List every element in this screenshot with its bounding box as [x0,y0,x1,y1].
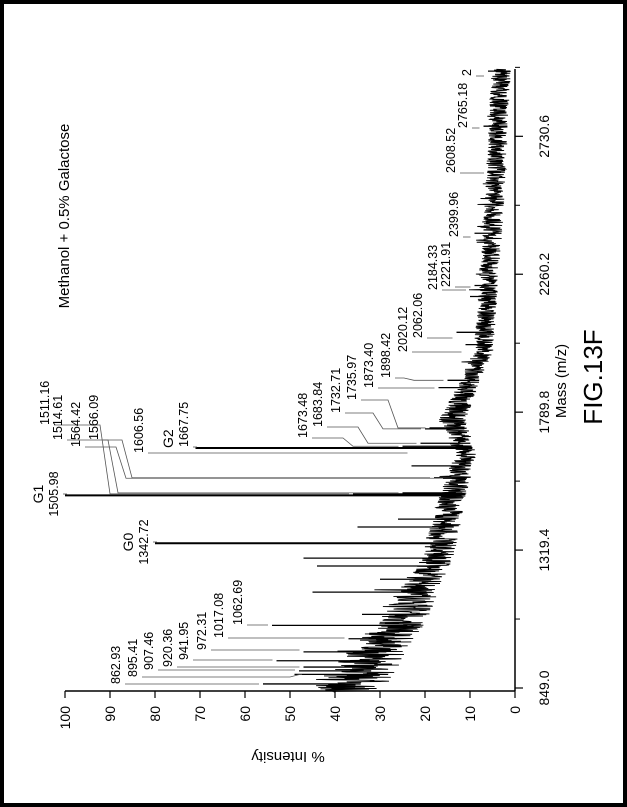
peak-label: 1062.69 [231,580,245,625]
x-tick-label: 2260.2 [536,253,552,296]
figure-label: FIG.13F [578,329,608,424]
y-tick-label: 90 [102,706,118,722]
leader-line [103,440,430,478]
peak-label: 2020.12 [396,307,410,352]
peak-label: 2399.96 [447,192,461,237]
peak-label: 920.36 [161,629,175,667]
x-tick-label: 1319.4 [536,528,552,571]
peak-label: 2765.18 [456,83,470,128]
glycan-tag-label: G1 [30,484,46,503]
x-tick-label: 849.0 [536,670,552,705]
peak-label: 1606.56 [132,408,146,453]
leader-line [312,438,399,446]
peak-label: 972.31 [195,612,209,650]
y-tick-label: 100 [57,706,73,730]
leader-line [142,674,302,677]
glycan-tag-label: G2 [160,429,176,448]
y-tick-label: 20 [417,706,433,722]
peak-label: 1683.84 [311,382,325,427]
peak-label: 1017.08 [212,593,226,638]
peak-label: 941.95 [177,622,191,660]
x-axis-label: Mass (m/z) [553,344,570,418]
peak-label: 1505.98 [47,471,61,516]
peak-label: 1735.97 [345,355,359,400]
y-tick-label: 0 [507,706,523,714]
peak-label: 1514.61 [51,395,65,440]
y-tick-label: 70 [192,706,208,722]
peak-label: 2221.91 [439,242,453,287]
y-tick-label: 60 [237,706,253,722]
peak-label: 1566.09 [87,395,101,440]
leader-line [395,378,444,380]
peak-label: 1898.42 [379,333,393,378]
y-tick-label: 40 [327,706,343,722]
peak-label: 1564.42 [69,402,83,447]
chart-title: Methanol + 0.5% Galactose [56,124,73,309]
y-tick-label: 10 [462,706,478,722]
peak-label: 1511.16 [38,381,52,425]
peak-label: 1673.48 [296,393,310,438]
y-tick-label: 30 [372,706,388,722]
peak-label: 2062.06 [411,293,425,338]
peak-label: 895.41 [126,639,140,677]
x-tick-label: 1789.8 [536,391,552,434]
glycan-tag-label: G0 [120,532,136,551]
peak-label: 862.93 [109,646,123,684]
y-tick-label: 80 [147,706,163,722]
leader-line [345,413,421,429]
peak-label: 1873.40 [362,343,376,388]
peak-label: 1342.72 [137,519,151,564]
peak-label: 2 [460,69,474,76]
peak-label: 1732.71 [329,368,343,413]
y-tick-label: 50 [282,706,298,722]
x-tick-label: 2730.6 [536,115,552,158]
leader-line [361,400,426,428]
leader-line [327,427,417,443]
y-axis-label: % Intensity [251,748,325,765]
peak-label: 1667.75 [177,402,191,447]
peak-label: 2608.52 [444,128,458,173]
peak-label: 907.46 [142,632,156,670]
peak-label: 2184.33 [426,245,440,290]
